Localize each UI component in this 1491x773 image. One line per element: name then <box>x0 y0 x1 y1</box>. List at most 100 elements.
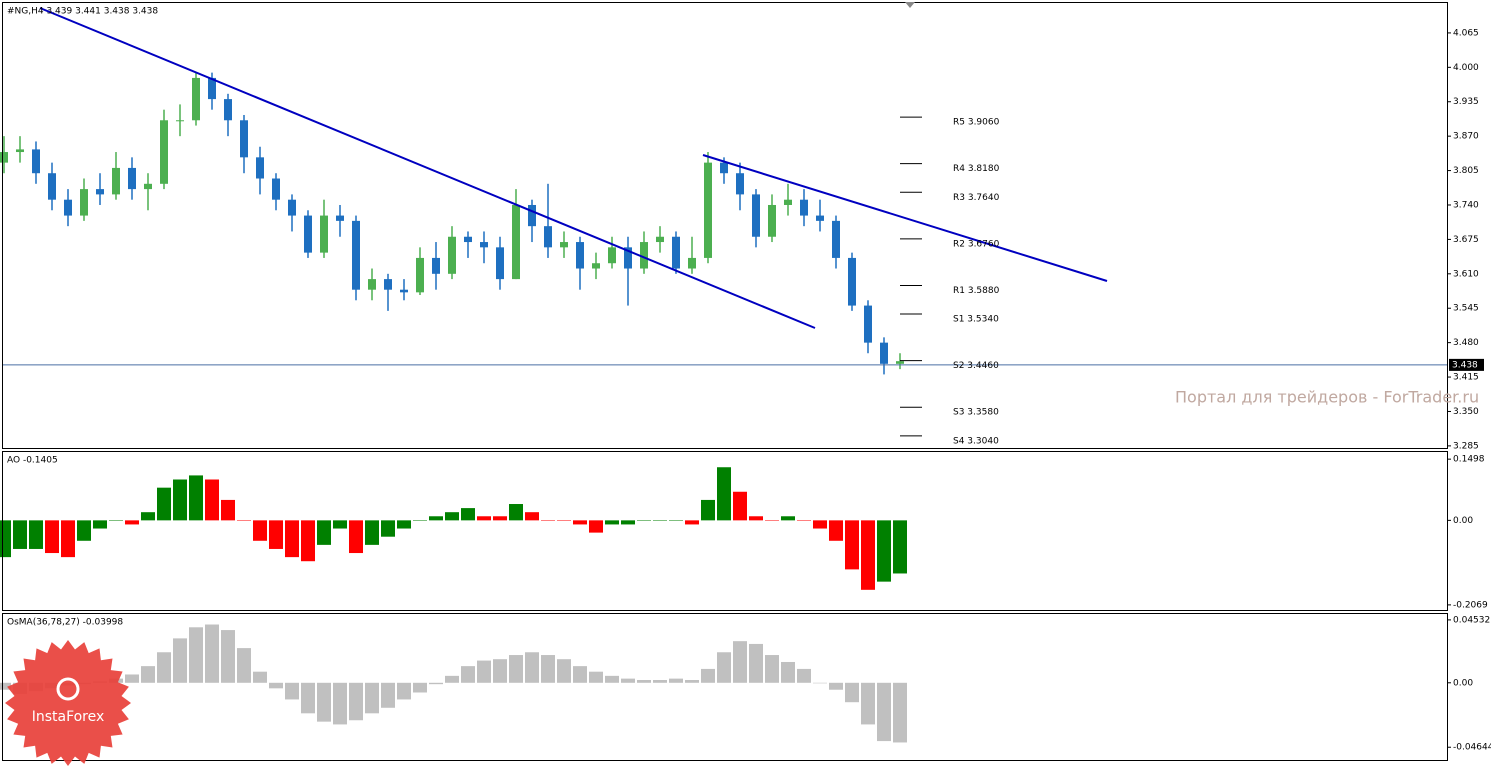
candle-body <box>192 77 200 121</box>
y-tick-label: 3.480 <box>1453 338 1479 348</box>
histogram-bar <box>685 680 699 683</box>
histogram-bar <box>829 682 843 690</box>
histogram-bar <box>845 682 859 703</box>
candle-body <box>704 162 712 258</box>
histogram-bar <box>509 655 523 683</box>
histogram-bar <box>13 520 27 549</box>
candle-body <box>736 173 744 195</box>
candle-body <box>656 236 664 243</box>
candle-body <box>272 178 280 200</box>
last-price-box <box>1449 358 1484 371</box>
histogram-bar <box>157 487 171 521</box>
histogram-bar <box>285 682 299 700</box>
candle-body <box>800 199 808 216</box>
candle-body <box>896 361 904 364</box>
candle-body <box>496 247 504 280</box>
histogram-bar <box>397 682 411 700</box>
y-tick-label: 3.675 <box>1453 235 1479 245</box>
candle-body <box>816 215 824 221</box>
candle-body <box>544 226 552 248</box>
watermark: Портал для трейдеров - ForTrader.ru <box>1175 388 1479 407</box>
histogram-bar <box>157 652 171 683</box>
histogram-bar <box>381 520 395 537</box>
histogram-bar <box>685 520 699 525</box>
histogram-bar <box>813 520 827 529</box>
histogram-bar <box>813 682 827 684</box>
histogram-bar <box>541 655 555 683</box>
candle-body <box>96 189 104 195</box>
histogram-bar <box>333 520 347 529</box>
candle-body <box>80 189 88 216</box>
pivot-label: R5 3.9060 <box>953 118 1000 128</box>
histogram-bar <box>253 671 267 683</box>
histogram-bar <box>365 520 379 545</box>
histogram-bar <box>109 520 123 521</box>
histogram-bar <box>557 520 571 521</box>
y-tick-label: 0.00 <box>1453 678 1473 688</box>
candle-body <box>640 242 648 269</box>
candle-body <box>784 199 792 205</box>
histogram-bar <box>125 520 139 525</box>
histogram-bar <box>829 520 843 541</box>
histogram-bar <box>221 499 235 521</box>
histogram-bar <box>781 516 795 521</box>
candle-body <box>384 279 392 290</box>
histogram-bar <box>237 520 251 521</box>
histogram-bar <box>333 682 347 725</box>
histogram-bar <box>285 520 299 558</box>
histogram-bar <box>781 661 795 683</box>
histogram-bar <box>397 520 411 529</box>
histogram-bar <box>893 682 907 743</box>
histogram-bar <box>413 520 427 521</box>
histogram-bar <box>877 520 891 582</box>
histogram-bar <box>605 520 619 525</box>
y-tick-label: 3.740 <box>1453 200 1479 210</box>
histogram-bar <box>765 520 779 521</box>
histogram-bar <box>141 666 155 683</box>
histogram-bar <box>749 643 763 683</box>
histogram-bar <box>493 659 507 683</box>
candle-body <box>560 242 568 248</box>
histogram-bar <box>253 520 267 541</box>
pivot-label: R4 3.8180 <box>953 164 1000 174</box>
histogram-bar <box>653 520 667 521</box>
candle-body <box>880 342 888 364</box>
histogram-bar <box>205 624 219 683</box>
pivot-label: R2 3.6760 <box>953 239 1000 249</box>
histogram-bar <box>461 666 475 683</box>
candle-body <box>160 120 168 184</box>
histogram-bar <box>525 512 539 521</box>
histogram-bar <box>653 680 667 683</box>
candle-body <box>576 242 584 269</box>
histogram-bar <box>733 491 747 521</box>
histogram-bar <box>0 520 11 558</box>
candle-body <box>448 236 456 274</box>
candle-body <box>672 236 680 269</box>
candle-body <box>480 242 488 248</box>
candle-body <box>48 173 56 200</box>
histogram-bar <box>317 520 331 545</box>
ao-panel <box>2 451 1448 611</box>
histogram-bar <box>845 520 859 570</box>
histogram-bar <box>237 648 251 683</box>
candle-body <box>624 247 632 269</box>
candle-body <box>240 120 248 158</box>
candle-body <box>432 257 440 274</box>
candle-body <box>752 194 760 237</box>
histogram-bar <box>541 520 555 521</box>
candle-body <box>864 305 872 343</box>
y-tick-label: 0.00 <box>1453 516 1473 526</box>
histogram-bar <box>525 652 539 683</box>
candle-body <box>304 215 312 253</box>
histogram-bar <box>557 659 571 683</box>
candle-body <box>416 257 424 293</box>
histogram-bar <box>189 475 203 521</box>
candle-body <box>0 152 8 163</box>
histogram-bar <box>221 630 235 683</box>
histogram-bar <box>301 520 315 562</box>
histogram-bar <box>93 520 107 529</box>
logo-badge <box>5 640 131 766</box>
histogram-bar <box>365 682 379 714</box>
y-tick-label: 3.350 <box>1453 407 1479 417</box>
candle-body <box>64 199 72 216</box>
